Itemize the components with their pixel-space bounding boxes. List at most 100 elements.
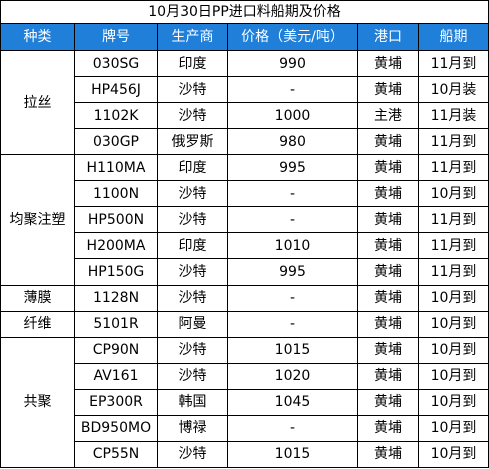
schedule-cell: 11月到	[417, 49, 489, 78]
grade-cell: H110MA	[74, 154, 158, 182]
grade-cell: 5101R	[74, 310, 158, 338]
producer-cell: 沙特	[157, 440, 228, 469]
grade-cell: CP90N	[74, 336, 158, 364]
producer-cell: 印度	[157, 49, 228, 78]
schedule-cell: 10月到	[417, 388, 489, 416]
port-cell: 黄埔	[357, 49, 419, 78]
port-cell: 主港	[357, 102, 419, 130]
table-row: 共聚 CP90N 沙特 1015 黄埔 10月到	[0, 336, 489, 469]
producer-cell: 印度	[157, 232, 228, 260]
producer-cell: 印度	[157, 154, 228, 182]
price-cell: 1015	[227, 336, 358, 364]
grade-cell: 030SG	[74, 49, 158, 78]
price-cell: -	[227, 284, 358, 312]
price-cell: 1000	[227, 102, 358, 130]
price-cell: 995	[227, 154, 358, 182]
schedule-cell: 11月到	[417, 154, 489, 182]
producer-cell: 博禄	[157, 414, 228, 442]
header-grade: 牌号	[74, 23, 158, 51]
header-category: 种类	[0, 23, 75, 51]
schedule-cell: 10月到	[417, 180, 489, 208]
price-cell: 1015	[227, 440, 358, 469]
table-row: AV161 沙特 1020 黄埔 10月到	[1, 362, 489, 390]
producer-cell: 沙特	[157, 206, 228, 234]
port-cell: 黄埔	[357, 414, 419, 442]
schedule-cell: 11月到	[417, 232, 489, 260]
table-row: HP456J 沙特 - 黄埔 10月装	[1, 76, 489, 104]
schedule-cell: 10月到	[417, 414, 489, 442]
price-cell: -	[227, 76, 358, 104]
grade-cell: CP55N	[74, 440, 158, 469]
title-row: 10月30日PP进口料船期及价格	[0, 0, 489, 25]
category-cell: 薄膜	[0, 284, 75, 312]
table-title: 10月30日PP进口料船期及价格	[0, 0, 489, 25]
price-cell: 990	[227, 49, 358, 78]
port-cell: 黄埔	[357, 388, 419, 416]
port-cell: 黄埔	[357, 206, 419, 234]
grade-cell: H200MA	[74, 232, 158, 260]
port-cell: 黄埔	[357, 232, 419, 260]
price-cell: -	[227, 310, 358, 338]
table-row: 1100N 沙特 - 黄埔 10月到	[1, 180, 489, 208]
price-cell: 1045	[227, 388, 358, 416]
grade-cell: AV161	[74, 362, 158, 390]
producer-cell: 沙特	[157, 102, 228, 130]
price-cell: 995	[227, 258, 358, 286]
producer-cell: 韩国	[157, 388, 228, 416]
port-cell: 黄埔	[357, 362, 419, 390]
table-row: 纤维 5101R 阿曼 - 黄埔 10月到	[0, 310, 489, 338]
port-cell: 黄埔	[357, 336, 419, 364]
grade-cell: HP456J	[74, 76, 158, 104]
price-cell: 1020	[227, 362, 358, 390]
table-row: HP150G 沙特 995 黄埔 11月到	[1, 258, 489, 286]
category-cell: 均聚注塑	[0, 154, 75, 286]
schedule-cell: 10月到	[417, 440, 489, 469]
category-cell: 拉丝	[0, 49, 75, 156]
port-cell: 黄埔	[357, 258, 419, 286]
schedule-cell: 10月装	[417, 76, 489, 104]
producer-cell: 沙特	[157, 258, 228, 286]
price-cell: 1010	[227, 232, 358, 260]
port-cell: 黄埔	[357, 440, 419, 469]
port-cell: 黄埔	[357, 128, 419, 156]
header-schedule: 船期	[417, 23, 489, 51]
schedule-cell: 10月到	[417, 336, 489, 364]
producer-cell: 沙特	[157, 284, 228, 312]
price-cell: -	[227, 206, 358, 234]
header-price: 价格（美元/吨）	[227, 23, 358, 51]
price-cell: 980	[227, 128, 358, 156]
grade-cell: BD950MO	[74, 414, 158, 442]
table-row: H200MA 印度 1010 黄埔 11月到	[1, 232, 489, 260]
producer-cell: 阿曼	[157, 310, 228, 338]
grade-cell: 030GP	[74, 128, 158, 156]
price-cell: -	[227, 180, 358, 208]
grade-cell: EP300R	[74, 388, 158, 416]
grade-cell: HP150G	[74, 258, 158, 286]
header-row: 种类 牌号 生产商 价格（美元/吨） 港口 船期	[0, 23, 489, 51]
grade-cell: 1100N	[74, 180, 158, 208]
port-cell: 黄埔	[357, 154, 419, 182]
table-row: 薄膜 1128N 沙特 - 黄埔 10月到	[0, 284, 489, 312]
schedule-cell: 11月到	[417, 206, 489, 234]
producer-cell: 沙特	[157, 362, 228, 390]
schedule-cell: 10月到	[417, 310, 489, 338]
producer-cell: 沙特	[157, 180, 228, 208]
table-row: EP300R 韩国 1045 黄埔 10月到	[1, 388, 489, 416]
table-row: 均聚注塑 H110MA 印度 995 黄埔 11月到	[0, 154, 489, 286]
producer-cell: 俄罗斯	[157, 128, 228, 156]
schedule-cell: 11月到	[417, 128, 489, 156]
category-cell: 纤维	[0, 310, 75, 338]
schedule-cell: 10月到	[417, 284, 489, 312]
schedule-cell: 10月到	[417, 362, 489, 390]
table-row: BD950MO 博禄 - 黄埔 10月到	[1, 414, 489, 442]
producer-cell: 沙特	[157, 76, 228, 104]
schedule-cell: 11月到	[417, 258, 489, 286]
schedule-cell: 11月装	[417, 102, 489, 130]
table-row: 1102K 沙特 1000 主港 11月装	[1, 102, 489, 130]
header-producer: 生产商	[157, 23, 228, 51]
grade-cell: 1128N	[74, 284, 158, 312]
port-cell: 黄埔	[357, 284, 419, 312]
table-row: CP55N 沙特 1015 黄埔 10月到	[1, 440, 489, 469]
grade-cell: HP500N	[74, 206, 158, 234]
